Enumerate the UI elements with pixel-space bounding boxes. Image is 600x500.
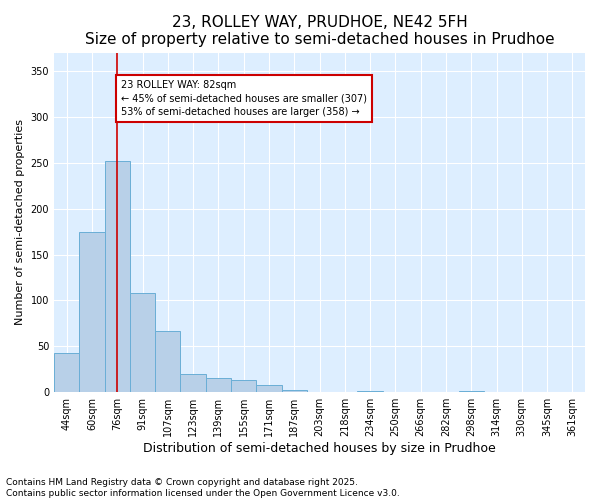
Bar [231,380,256,392]
Bar [79,232,104,392]
Text: Contains HM Land Registry data © Crown copyright and database right 2025.
Contai: Contains HM Land Registry data © Crown c… [6,478,400,498]
Bar [155,330,181,392]
Bar [54,353,79,392]
Bar [256,385,281,392]
Bar [130,293,155,392]
Bar [281,390,307,392]
Bar [181,374,206,392]
Title: 23, ROLLEY WAY, PRUDHOE, NE42 5FH
Size of property relative to semi-detached hou: 23, ROLLEY WAY, PRUDHOE, NE42 5FH Size o… [85,15,554,48]
Y-axis label: Number of semi-detached properties: Number of semi-detached properties [15,120,25,326]
Bar [104,161,130,392]
X-axis label: Distribution of semi-detached houses by size in Prudhoe: Distribution of semi-detached houses by … [143,442,496,455]
Text: 23 ROLLEY WAY: 82sqm
← 45% of semi-detached houses are smaller (307)
53% of semi: 23 ROLLEY WAY: 82sqm ← 45% of semi-detac… [121,80,367,116]
Bar [206,378,231,392]
